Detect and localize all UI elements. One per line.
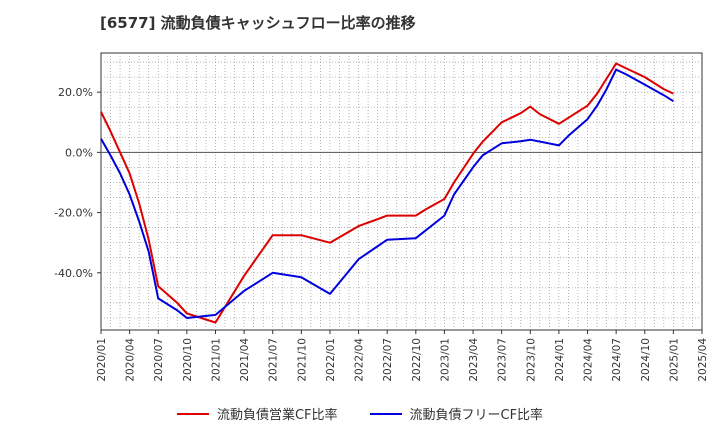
legend-item-operating-cf: 流動負債営業CF比率 (176, 404, 338, 423)
legend-item-free-cf: 流動負債フリーCF比率 (369, 404, 544, 423)
x-tick-label: 2021/04 (239, 338, 251, 382)
legend: 流動負債営業CF比率 流動負債フリーCF比率 (0, 404, 720, 423)
y-tick-label: 0.0% (65, 146, 93, 159)
plot-area (100, 52, 703, 331)
x-tick-label: 2025/01 (668, 338, 680, 382)
x-tick-label: 2021/01 (210, 338, 222, 382)
x-tick-label: 2022/04 (354, 338, 366, 382)
legend-label-operating-cf: 流動負債営業CF比率 (216, 408, 338, 423)
x-tick-label: 2020/04 (125, 338, 137, 382)
x-tick-label: 2020/01 (96, 338, 108, 382)
x-tick-label: 2023/10 (525, 338, 537, 382)
chart-title: [6577] 流動負債キャッシュフロー比率の推移 (100, 14, 416, 32)
legend-swatch-operating-cf (176, 412, 209, 415)
x-tick-label: 2024/10 (640, 338, 652, 382)
x-tick-label: 2021/07 (268, 338, 280, 382)
series-line-1 (100, 68, 674, 319)
x-tick-label: 2024/01 (554, 338, 566, 382)
x-tick-label: 2024/07 (611, 338, 623, 382)
y-tick-label: -20.0% (54, 207, 93, 220)
legend-swatch-free-cf (369, 412, 402, 415)
x-tick-label: 2023/01 (439, 338, 451, 382)
x-tick-label: 2022/07 (382, 338, 394, 382)
x-tick-label: 2020/10 (182, 338, 194, 382)
x-tick-label: 2020/07 (153, 338, 165, 382)
x-tick-label: 2023/07 (497, 338, 509, 382)
x-tick-label: 2023/04 (468, 338, 480, 382)
legend-label-free-cf: 流動負債フリーCF比率 (409, 408, 544, 423)
x-tick-label: 2022/01 (325, 338, 337, 382)
series-line-0 (100, 62, 674, 324)
x-tick-label: 2025/04 (697, 338, 709, 382)
x-tick-label: 2024/04 (583, 338, 595, 382)
x-tick-label: 2021/10 (296, 338, 308, 382)
y-tick-label: -40.0% (54, 267, 93, 280)
x-tick-label: 2022/10 (411, 338, 423, 382)
y-tick-label: 20.0% (58, 86, 93, 99)
